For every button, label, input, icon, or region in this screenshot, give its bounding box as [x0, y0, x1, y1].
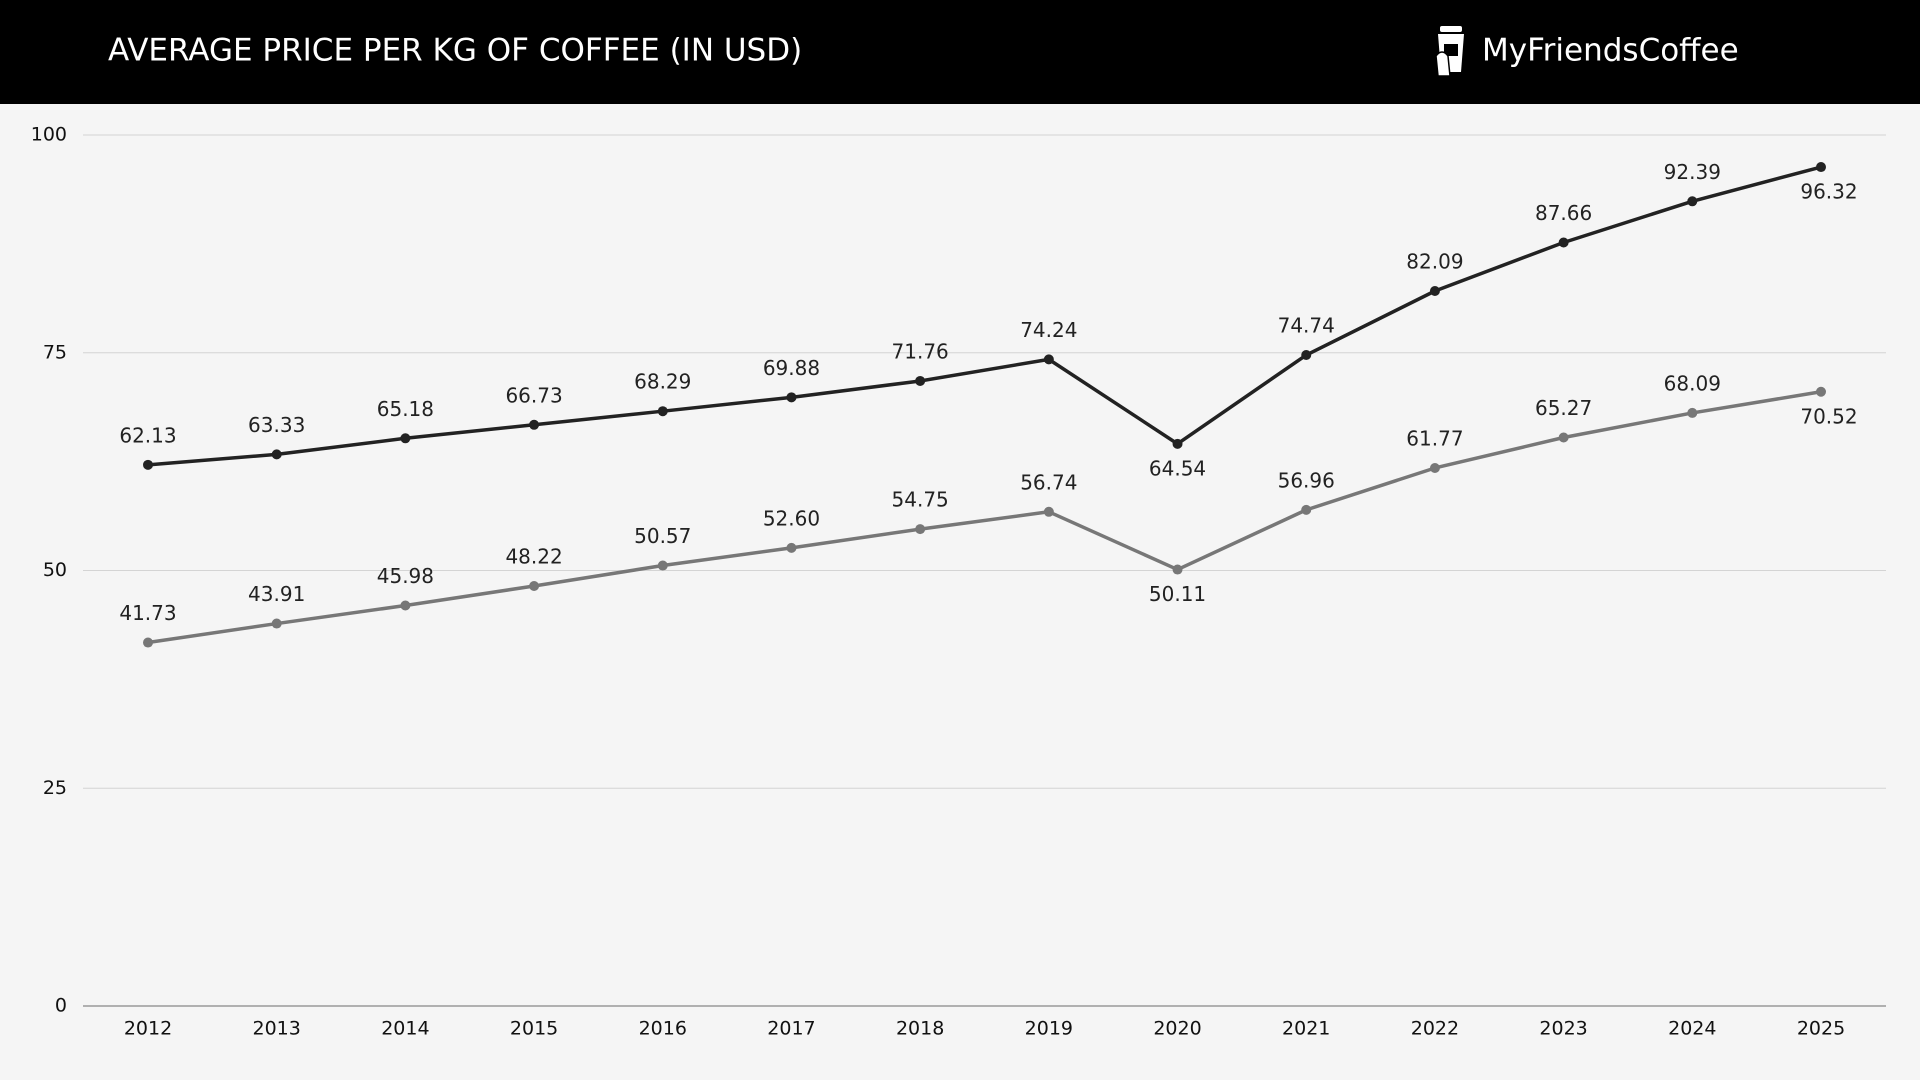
data-label: 50.11 [1149, 582, 1206, 606]
data-point [1816, 386, 1826, 397]
data-label: 82.09 [1406, 249, 1463, 273]
y-tick-label: 25 [43, 777, 67, 799]
data-point [529, 581, 540, 592]
data-label: 45.98 [377, 564, 434, 588]
data-point [143, 637, 153, 648]
data-label: 63.33 [248, 413, 305, 437]
data-point [786, 392, 797, 403]
chart-title: AVERAGE PRICE PER KG OF COFFEE (IN USD) [108, 33, 802, 69]
data-point [786, 542, 797, 553]
x-tick-label: 2019 [1025, 1018, 1073, 1040]
x-tick-label: 2018 [896, 1018, 944, 1040]
data-point [400, 600, 411, 611]
data-label: 62.13 [119, 423, 176, 447]
x-tick-label: 2015 [510, 1018, 558, 1040]
data-point [271, 618, 282, 629]
data-point [1301, 504, 1312, 515]
data-label: 87.66 [1535, 201, 1592, 225]
data-point [1043, 354, 1054, 365]
x-tick-label: 2013 [253, 1018, 301, 1040]
data-label: 71.76 [892, 339, 949, 363]
data-point [1043, 506, 1054, 517]
y-tick-label: 75 [43, 341, 67, 363]
brand-name: MyFriendsCoffee [1482, 33, 1739, 69]
data-label: 70.52 [1800, 404, 1857, 428]
x-tick-label: 2017 [767, 1018, 815, 1040]
data-label: 65.27 [1535, 396, 1592, 420]
series-line [147, 165, 1822, 467]
data-label: 50.57 [634, 524, 691, 548]
data-point [1558, 432, 1569, 443]
data-point [1429, 462, 1440, 473]
data-point [1172, 564, 1183, 575]
data-label: 66.73 [505, 383, 562, 407]
data-label: 68.29 [634, 370, 691, 394]
data-point [915, 375, 926, 386]
data-label: 41.73 [119, 601, 176, 625]
data-label: 52.60 [763, 506, 820, 530]
data-label: 61.77 [1406, 426, 1463, 450]
x-tick-label: 2020 [1153, 1018, 1201, 1040]
data-label: 54.75 [892, 488, 949, 512]
data-point [1816, 162, 1826, 173]
data-label: 56.74 [1020, 470, 1077, 494]
data-point [1687, 407, 1698, 418]
data-label: 48.22 [505, 545, 562, 569]
x-tick-label: 2022 [1411, 1018, 1459, 1040]
series-line [147, 390, 1822, 645]
data-point [1301, 350, 1312, 361]
data-label: 74.74 [1278, 314, 1335, 338]
x-tick-label: 2024 [1668, 1018, 1716, 1040]
data-point [400, 433, 411, 444]
x-tick-label: 2021 [1282, 1018, 1330, 1040]
data-point [657, 560, 668, 571]
x-tick-label: 2014 [381, 1018, 429, 1040]
y-tick-label: 100 [31, 124, 67, 146]
y-tick-label: 0 [55, 995, 67, 1017]
data-point [1429, 285, 1440, 296]
data-label: 65.18 [377, 397, 434, 421]
header-bar [0, 0, 1920, 104]
data-point [1558, 237, 1569, 248]
data-point [915, 524, 926, 535]
data-point [529, 419, 540, 430]
brand-logo [1435, 26, 1464, 77]
data-label: 64.54 [1149, 456, 1206, 480]
data-label: 68.09 [1664, 371, 1721, 395]
x-tick-label: 2023 [1539, 1018, 1587, 1040]
data-label: 74.24 [1020, 318, 1077, 342]
x-tick-label: 2016 [639, 1018, 687, 1040]
data-label: 96.32 [1800, 180, 1857, 204]
data-point [1687, 196, 1698, 207]
data-point [143, 459, 153, 470]
data-label: 69.88 [763, 356, 820, 380]
data-label: 56.96 [1278, 468, 1335, 492]
data-point [271, 449, 282, 460]
x-tick-label: 2012 [124, 1018, 172, 1040]
data-label: 43.91 [248, 582, 305, 606]
data-label: 92.39 [1664, 160, 1721, 184]
x-tick-label: 2025 [1797, 1018, 1845, 1040]
y-tick-label: 50 [43, 559, 67, 581]
data-point [657, 406, 668, 417]
data-point [1172, 438, 1183, 449]
